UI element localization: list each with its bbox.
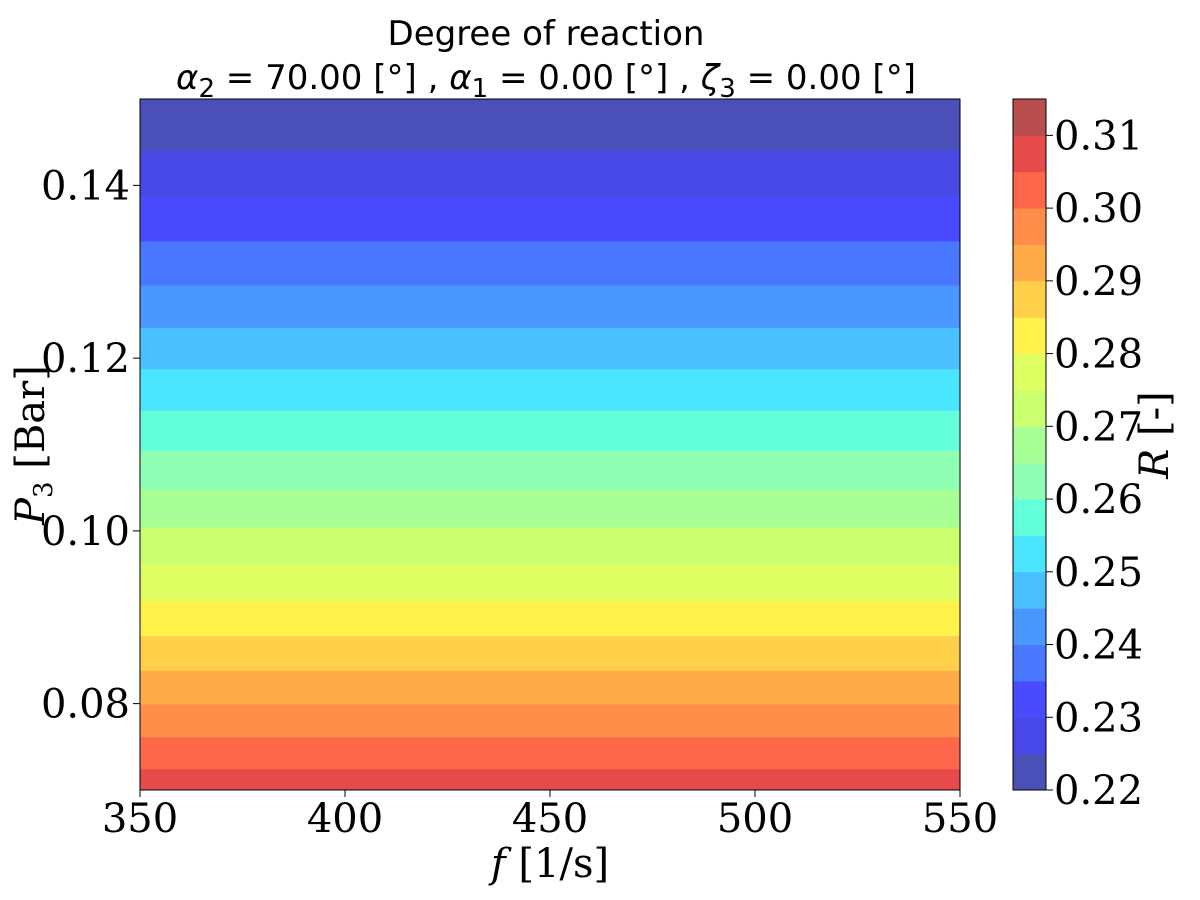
chart-title: Degree of reaction <box>388 14 705 54</box>
contour-band-11 <box>140 564 960 602</box>
contour-bands <box>140 99 960 791</box>
x-tick-label: 550 <box>922 796 998 842</box>
contour-band-1 <box>140 150 960 198</box>
colorbar-level-12 <box>1013 317 1046 355</box>
y-tick-label: 0.12 <box>41 336 130 382</box>
contour-band-12 <box>140 600 960 637</box>
colorbar-level-13 <box>1013 280 1046 318</box>
colorbar-level-2 <box>1013 680 1046 718</box>
colorbar <box>1013 99 1046 791</box>
contour-band-2 <box>140 196 960 243</box>
y-tick-label: 0.08 <box>41 682 130 728</box>
contour-band-5 <box>140 327 960 370</box>
colorbar-tick-label: 0.31 <box>1054 113 1143 159</box>
contour-band-6 <box>140 369 960 412</box>
y-tick-label: 0.10 <box>41 509 130 555</box>
colorbar-level-5 <box>1013 571 1046 609</box>
x-axis: 350 400 450 500 550 <box>102 790 998 842</box>
x-tick-label: 500 <box>717 796 793 842</box>
y-axis: 0.08 0.10 0.12 0.14 <box>41 163 140 728</box>
colorbar-level-18 <box>1013 99 1046 136</box>
colorbar-tick-label: 0.29 <box>1054 259 1143 305</box>
colorbar-frame <box>1012 98 1047 791</box>
colorbar-level-17 <box>1013 135 1046 173</box>
colorbar-label: R [-] <box>1132 391 1178 480</box>
x-axis-label: f [1/s] <box>488 841 609 887</box>
colorbar-level-16 <box>1013 171 1046 209</box>
x-tick-label: 350 <box>102 796 178 842</box>
colorbar-tick-label: 0.30 <box>1054 186 1143 232</box>
colorbar-tick-label: 0.28 <box>1054 332 1143 378</box>
colorbar-tick-label: 0.27 <box>1054 404 1143 450</box>
contour-band-13 <box>140 636 960 672</box>
x-tick-label: 450 <box>512 796 588 842</box>
colorbar-tick-label: 0.22 <box>1054 768 1143 814</box>
contour-band-9 <box>140 489 960 528</box>
contour-band-8 <box>140 450 960 490</box>
colorbar-level-6 <box>1013 535 1046 573</box>
colorbar-level-4 <box>1013 608 1046 646</box>
colorbar-tick-label: 0.23 <box>1054 695 1143 741</box>
colorbar-level-11 <box>1013 353 1046 391</box>
contour-band-4 <box>140 285 960 329</box>
colorbar-level-15 <box>1013 208 1046 245</box>
contour-band-16 <box>140 737 960 770</box>
contour-band-17 <box>140 769 960 791</box>
contour-band-10 <box>140 527 960 566</box>
colorbar-level-14 <box>1013 244 1046 282</box>
contour-band-7 <box>140 410 960 452</box>
colorbar-level-0 <box>1013 753 1046 791</box>
y-axis-label: P3 [Bar] <box>8 365 59 526</box>
colorbar-tick-label: 0.26 <box>1054 477 1143 523</box>
colorbar-level-8 <box>1013 462 1046 500</box>
colorbar-level-7 <box>1013 499 1046 536</box>
contour-band-3 <box>140 241 960 287</box>
colorbar-level-10 <box>1013 389 1046 427</box>
colorbar-level-9 <box>1013 426 1046 464</box>
colorbar-tick-label: 0.24 <box>1054 623 1143 669</box>
contour-band-14 <box>140 670 960 705</box>
chart-subtitle: α2 = 70.00 [°] , α1 = 0.00 [°] , ζ3 = 0.… <box>176 58 916 104</box>
colorbar-tick-label: 0.25 <box>1054 550 1143 596</box>
y-tick-label: 0.14 <box>41 163 130 209</box>
contour-band-15 <box>140 704 960 738</box>
contour-band-0 <box>140 99 960 152</box>
colorbar-level-1 <box>1013 717 1046 755</box>
colorbar-level-3 <box>1013 644 1046 682</box>
colorbar-ticks: 0.22 0.23 0.24 0.25 0.26 0.27 0.28 0.29 0.30 0.31 <box>1046 113 1143 814</box>
x-tick-label: 400 <box>307 796 383 842</box>
